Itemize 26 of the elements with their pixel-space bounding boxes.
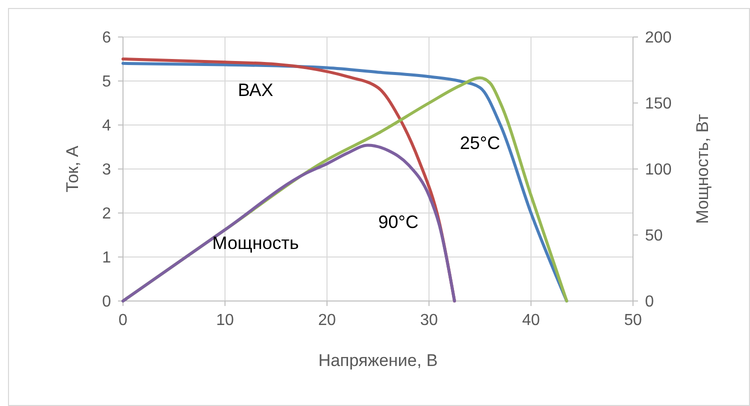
x-tick-label: 30	[420, 312, 438, 329]
x-tick-label: 40	[522, 312, 540, 329]
y2-tick-label: 100	[645, 162, 672, 179]
annotation: 25°C	[460, 132, 500, 153]
y-tick-label: 6	[102, 30, 112, 47]
y-axis-title: Ток, А	[63, 144, 82, 192]
y2-tick-label: 50	[645, 228, 663, 245]
y-tick-label: 2	[102, 206, 112, 223]
y-tick-label: 4	[102, 118, 112, 135]
y2-tick-label: 150	[645, 96, 672, 113]
y2-tick-label: 200	[645, 30, 672, 47]
x-tick-label: 0	[118, 312, 128, 329]
x-axis-title: Напряжение, В	[318, 351, 438, 370]
y2-axis-title: Мощность, Вт	[693, 114, 712, 224]
y-tick-label: 0	[102, 294, 112, 311]
x-tick-label: 50	[624, 312, 642, 329]
annotation: 90°C	[378, 212, 419, 232]
y-tick-label: 3	[102, 162, 112, 179]
y-tick-label: 5	[102, 74, 112, 91]
line-series	[122, 144, 456, 302]
y2-tick-label: 0	[645, 294, 654, 311]
x-tick-label: 20	[318, 312, 336, 329]
x-tick-label: 10	[216, 312, 234, 329]
y-tick-label: 1	[102, 250, 112, 267]
annotation: Мощность	[212, 233, 299, 254]
annotation: ВАХ	[238, 80, 274, 100]
